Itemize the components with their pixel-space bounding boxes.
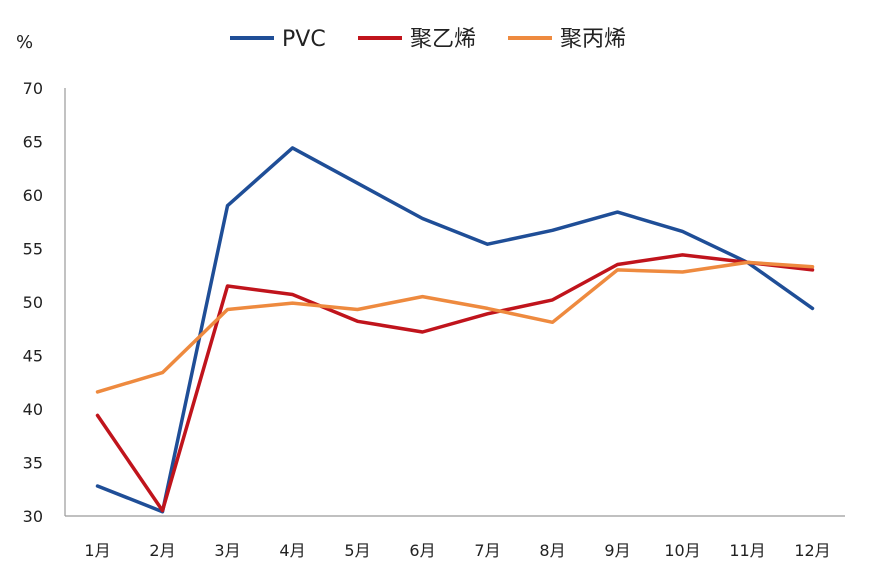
y-tick-label: 45 bbox=[23, 347, 43, 366]
legend: PVC 聚乙烯 聚丙烯 bbox=[230, 27, 626, 52]
legend-label: 聚丙烯 bbox=[560, 27, 626, 52]
x-tick-label: 8月 bbox=[539, 541, 565, 560]
axes bbox=[64, 88, 845, 517]
y-tick-label: 30 bbox=[23, 507, 43, 526]
legend-item: 聚乙烯 bbox=[358, 27, 476, 52]
y-tick-label: 70 bbox=[23, 79, 43, 98]
series-line-2 bbox=[95, 260, 815, 394]
y-tick-label: 60 bbox=[23, 186, 43, 205]
x-tick-label: 11月 bbox=[729, 541, 765, 560]
y-tick-label: 55 bbox=[23, 240, 43, 259]
series-line-1 bbox=[95, 253, 815, 513]
series-lines bbox=[95, 146, 815, 514]
x-tick-label: 5月 bbox=[344, 541, 370, 560]
y-tick-label: 50 bbox=[23, 293, 43, 312]
x-tick-label: 6月 bbox=[409, 541, 435, 560]
x-tick-label: 2月 bbox=[149, 541, 175, 560]
legend-label: PVC bbox=[282, 27, 326, 52]
legend-item: 聚丙烯 bbox=[508, 27, 626, 52]
y-tick-label: 35 bbox=[23, 454, 43, 473]
x-tick-label: 7月 bbox=[474, 541, 500, 560]
legend-label: 聚乙烯 bbox=[410, 27, 476, 52]
series-line-0 bbox=[95, 146, 815, 514]
y-tick-labels: 30 35 40 45 50 55 60 65 70 bbox=[23, 79, 43, 526]
y-tick-label: 65 bbox=[23, 133, 43, 152]
x-tick-label: 4月 bbox=[279, 541, 305, 560]
x-tick-label: 12月 bbox=[794, 541, 830, 560]
x-tick-label: 3月 bbox=[214, 541, 240, 560]
x-tick-label: 1月 bbox=[84, 541, 110, 560]
x-tick-label: 10月 bbox=[664, 541, 700, 560]
x-tick-labels: 1月 2月 3月 4月 5月 6月 7月 8月 9月 10月 11月 12月 bbox=[84, 541, 830, 560]
x-tick-label: 9月 bbox=[604, 541, 630, 560]
y-tick-label: 40 bbox=[23, 400, 43, 419]
legend-item: PVC bbox=[230, 27, 326, 52]
y-unit-label: % bbox=[16, 32, 33, 53]
